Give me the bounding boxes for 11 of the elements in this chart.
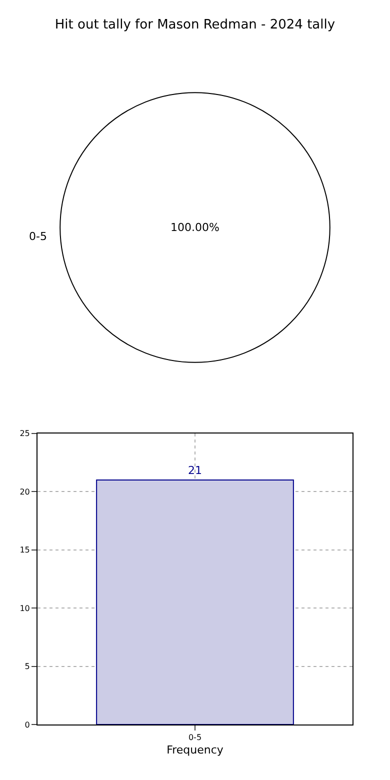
y-tick-label: 20 [20,487,30,496]
data-label: 21 [188,464,202,477]
x-axis-title: Frequency [166,743,224,756]
data-label: 100.00% [170,221,220,234]
chart-title: Hit out tally for Mason Redman - 2024 tally [54,18,336,33]
y-tick-label: 5 [24,662,30,672]
y-tick-label: 10 [20,604,30,613]
slice-label: 0-5 [29,230,47,243]
y-tick-label: 15 [20,546,30,555]
y-tick-label: 0 [24,720,30,730]
y-tick-label: 25 [20,429,30,438]
